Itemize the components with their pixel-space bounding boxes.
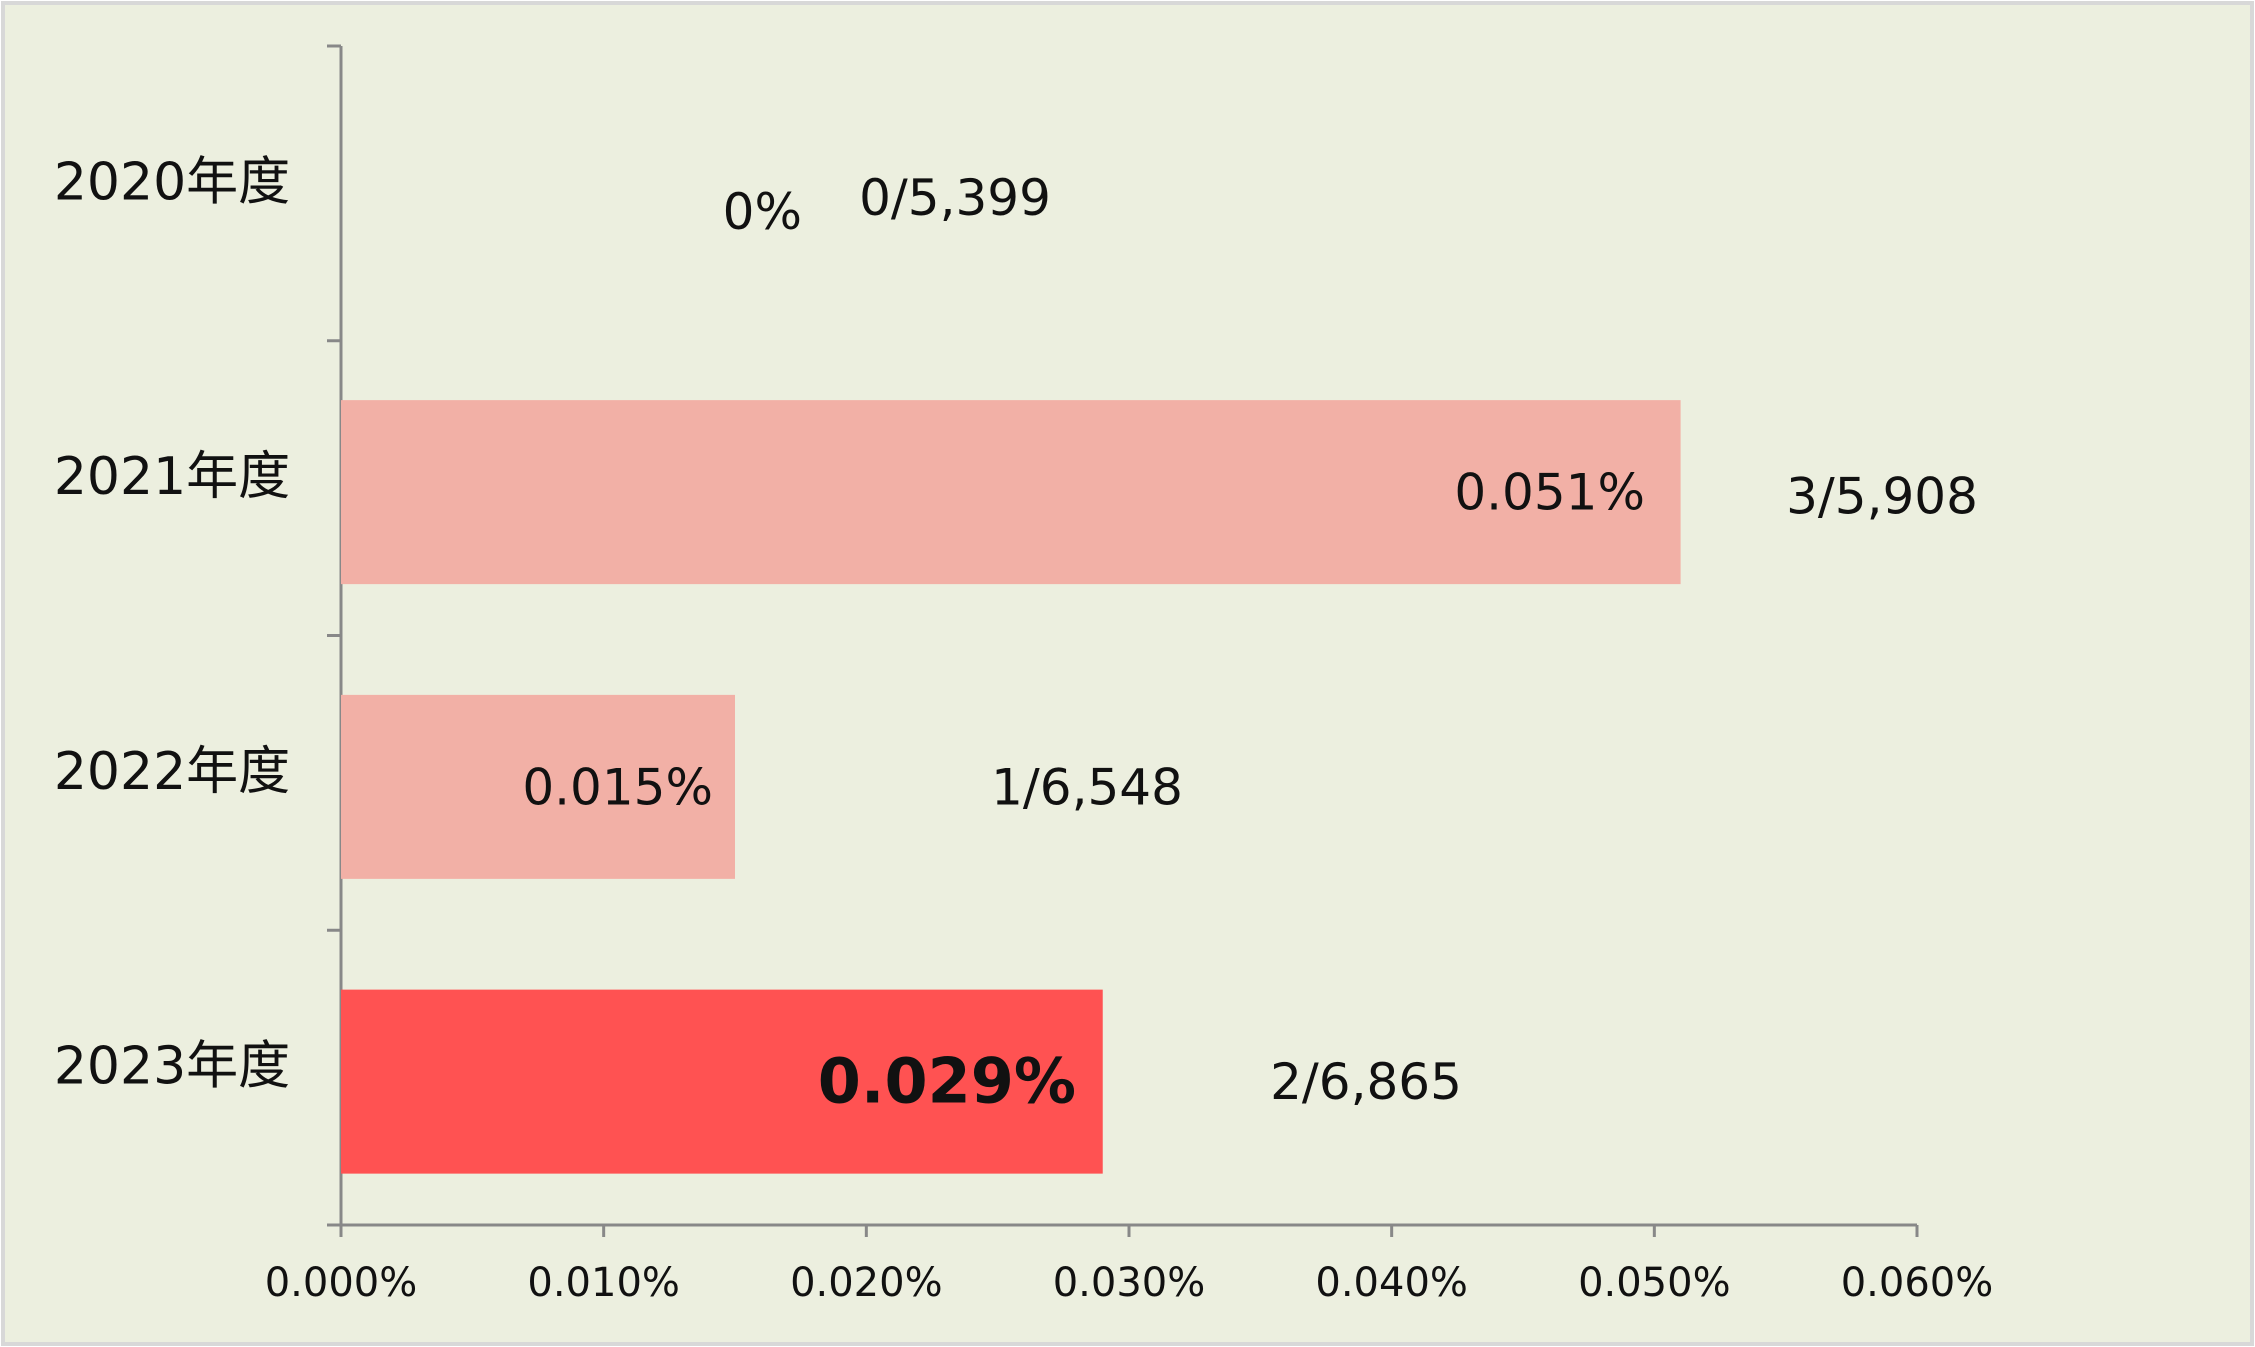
x-tick-label: 0.010% [527,1260,680,1306]
x-tick-label: 0.020% [790,1260,943,1306]
x-tick-label: 0.030% [1053,1260,1206,1306]
value-label: 0.029% [818,1045,1076,1118]
annotation: 1/6,548 [991,758,1183,816]
x-tick-label: 0.050% [1578,1260,1731,1306]
bar [341,400,1681,585]
annotation: 2/6,865 [1270,1053,1462,1111]
category-label: 2021年度 [54,447,290,507]
category-label: 2022年度 [54,742,290,802]
bar [341,694,735,879]
annotation: 0/5,399 [859,169,1051,227]
x-tick-label: 0.060% [1841,1260,1994,1306]
category-label: 2020年度 [54,152,290,212]
value-label: 0% [723,183,802,241]
bar [341,989,1103,1174]
category-label: 2023年度 [54,1037,290,1097]
x-tick-label: 0.000% [265,1260,418,1306]
value-label: 0.051% [1454,464,1645,522]
x-tick-label: 0.040% [1315,1260,1468,1306]
annotation: 3/5,908 [1786,468,1978,526]
value-label: 0.015% [522,758,713,816]
